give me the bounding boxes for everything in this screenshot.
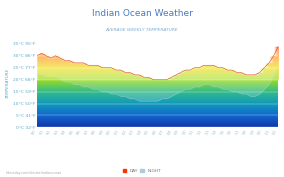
Text: hikersday.com/climate/indianocean: hikersday.com/climate/indianocean [6, 171, 62, 175]
Text: AVERAGE WEEKLY TEMPERATURE: AVERAGE WEEKLY TEMPERATURE [106, 28, 178, 32]
Text: Indian Ocean Weather: Indian Ocean Weather [91, 9, 193, 18]
Legend: DAY, NIGHT: DAY, NIGHT [123, 169, 161, 173]
Y-axis label: TEMPERATURE: TEMPERATURE [6, 68, 10, 98]
